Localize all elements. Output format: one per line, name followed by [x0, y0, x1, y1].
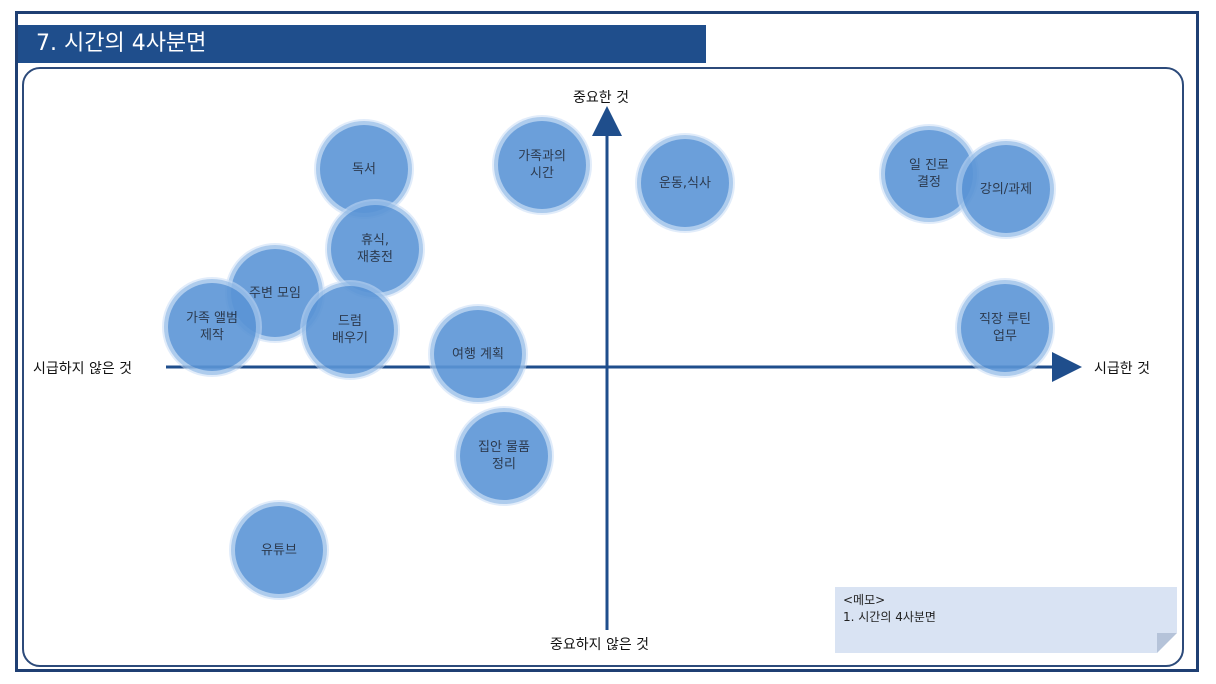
page-fold-icon — [1157, 633, 1177, 653]
axis-label-not-urgent: 시급하지 않은 것 — [33, 361, 133, 377]
axis-label-important: 중요한 것 — [573, 90, 629, 106]
bubble-drum-lessons: 드럼 배우기 — [306, 286, 394, 374]
memo-note: <메모> 1. 시간의 4사분면 — [835, 587, 1177, 653]
bubble-rest-recharge: 휴식, 재충전 — [331, 205, 419, 293]
bubble-reading: 독서 — [320, 125, 408, 213]
slide-title: 7. 시간의 4사분면 — [18, 25, 706, 63]
diagram-panel — [22, 67, 1184, 667]
bubble-work-routine: 직장 루틴 업무 — [961, 284, 1049, 372]
slide-frame — [15, 11, 1199, 672]
axis-label-urgent: 시급한 것 — [1094, 361, 1150, 377]
bubble-family-time: 가족과의 시간 — [498, 121, 586, 209]
bubble-travel-planning: 여행 계획 — [434, 310, 522, 398]
bubble-career-decision: 일 진로 결정 — [885, 130, 973, 218]
memo-heading: <메모> — [843, 593, 886, 607]
bubble-family-album: 가족 앨범 제작 — [168, 283, 256, 371]
bubble-youtube: 유튜브 — [235, 506, 323, 594]
bubble-lecture-assignment: 강의/과제 — [962, 145, 1050, 233]
memo-item: 1. 시간의 4사분면 — [843, 610, 936, 624]
bubble-household-organizing: 집안 물품 정리 — [460, 412, 548, 500]
bubble-exercise-meal: 운동,식사 — [641, 139, 729, 227]
axis-label-not-important: 중요하지 않은 것 — [550, 637, 650, 653]
